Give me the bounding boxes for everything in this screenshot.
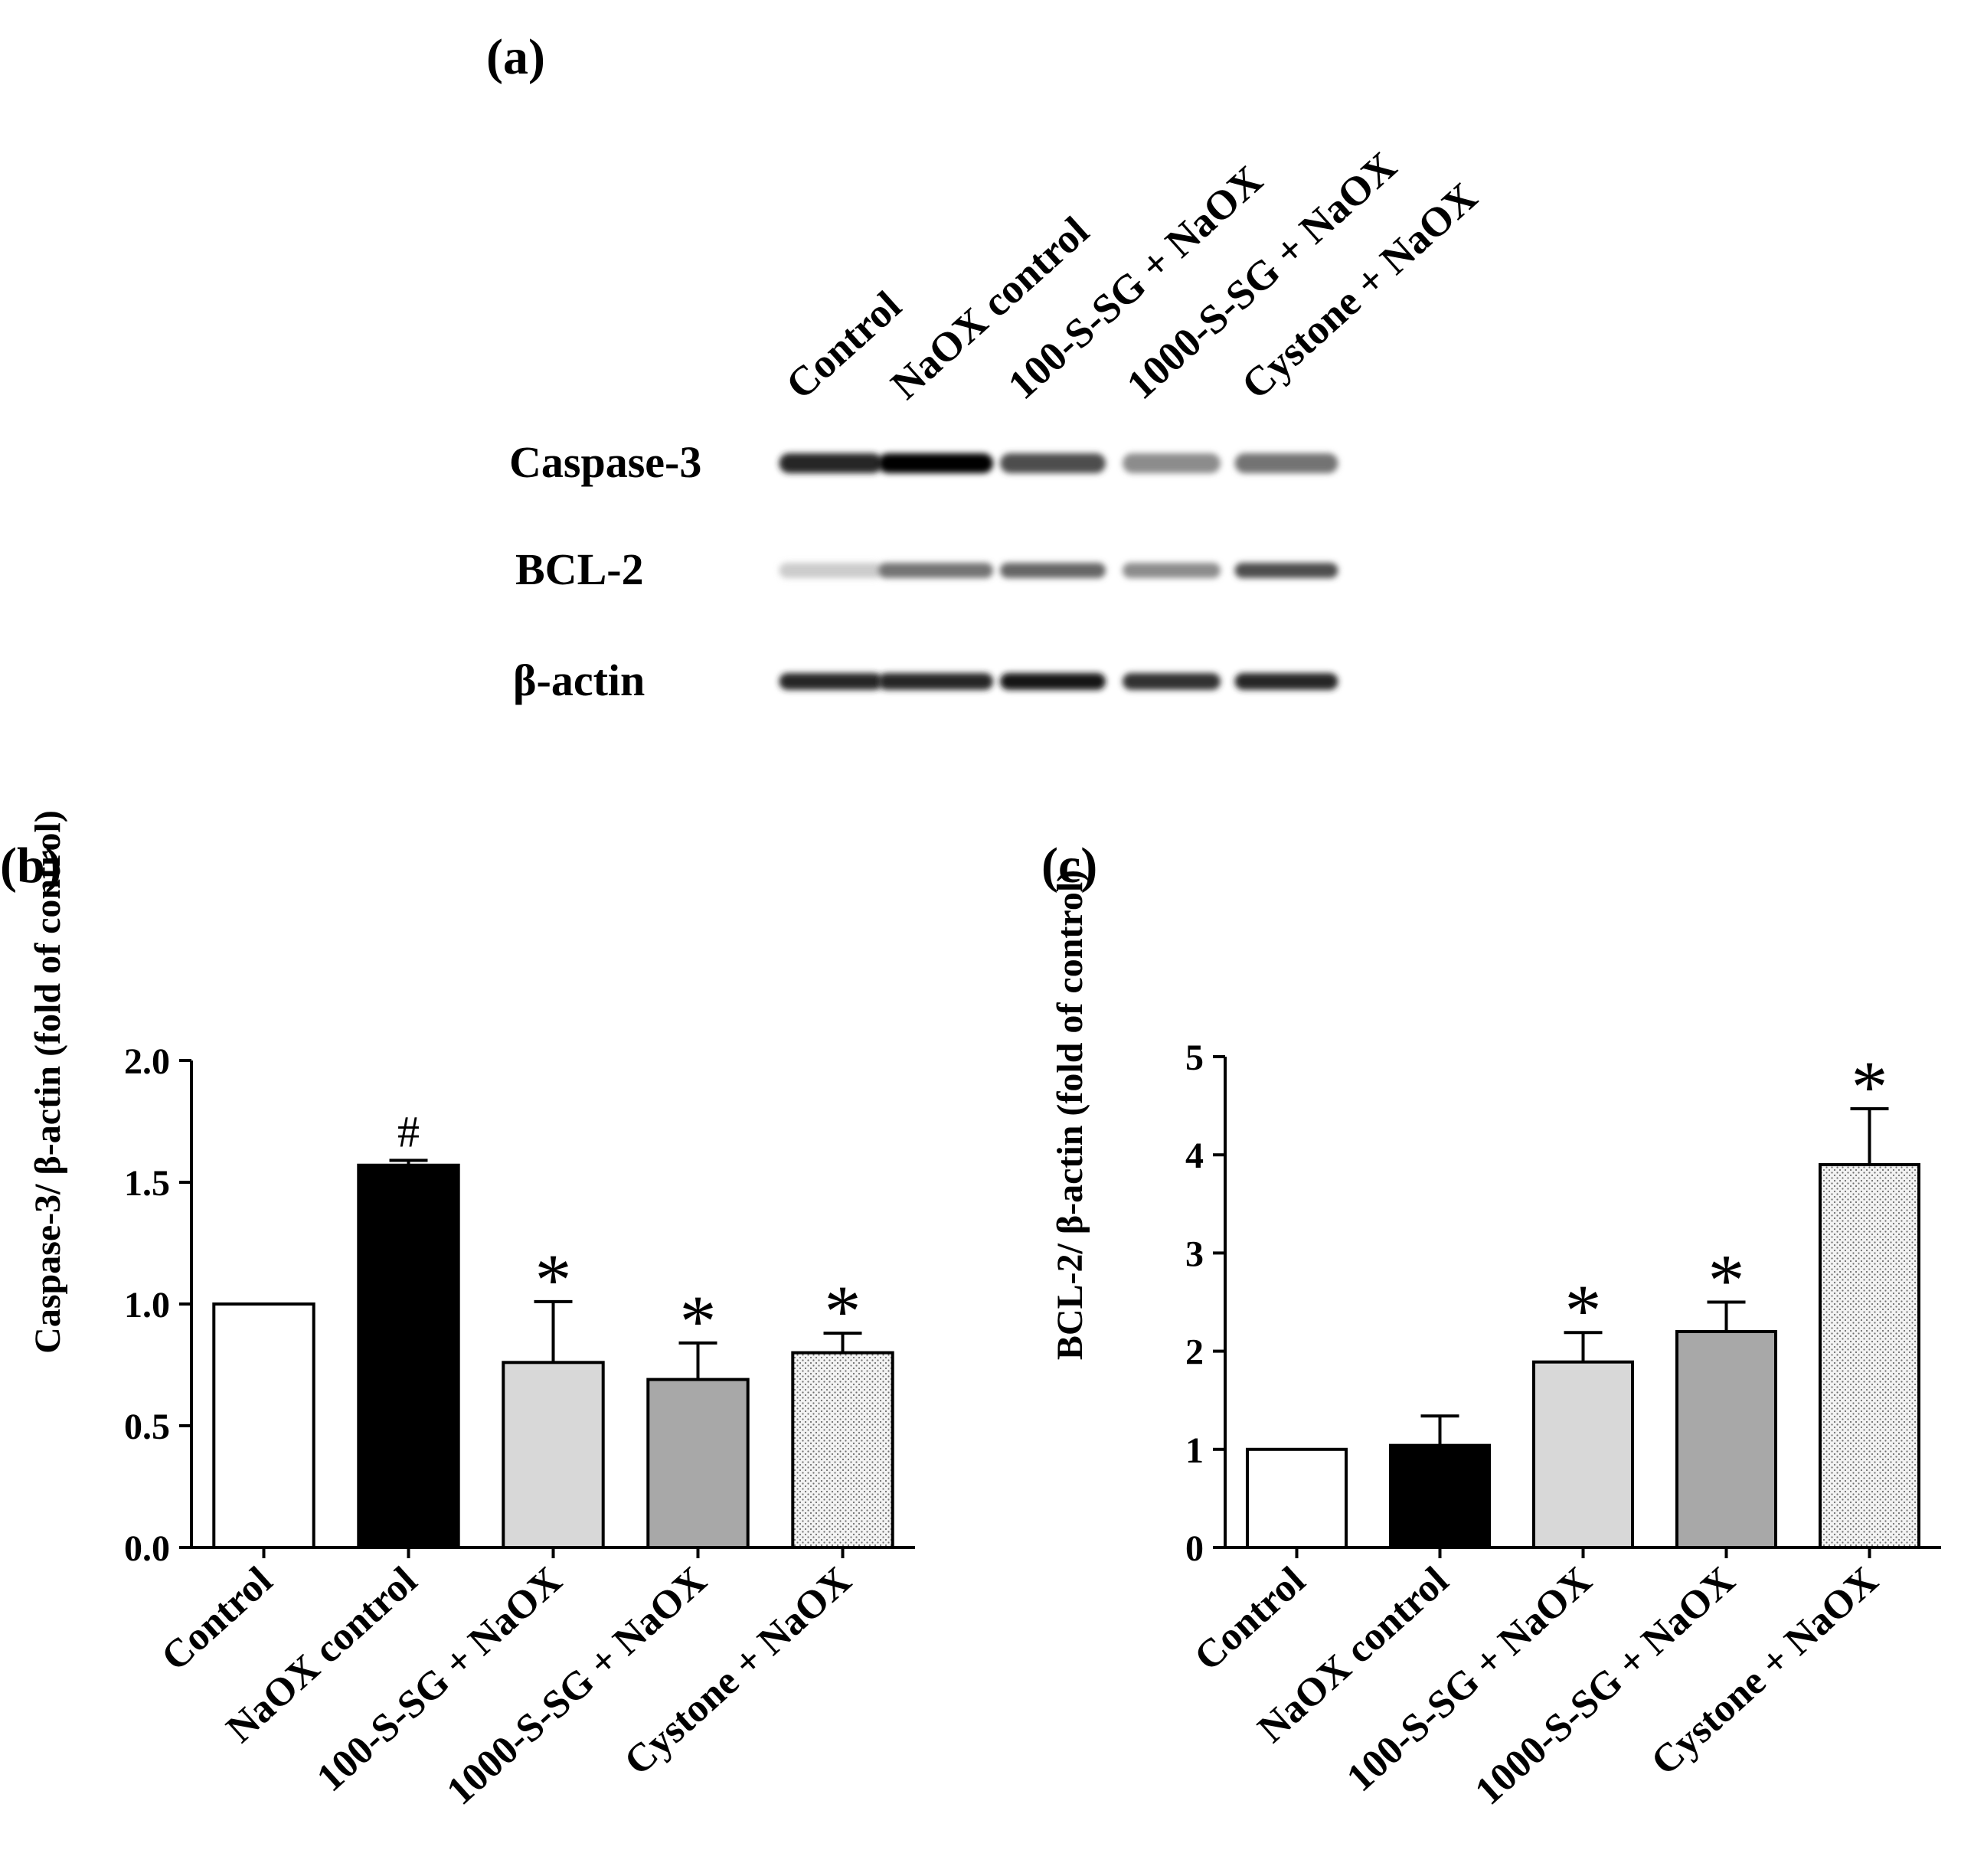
chart-c-y-ticks: 0 1 2 3 4 5 (1185, 1038, 1225, 1569)
x-tick-label: 100-S-SG + NaOX (1338, 1559, 1600, 1800)
chart-c-error-bars (1420, 1106, 1889, 1446)
y-tick-label: 0 (1185, 1528, 1204, 1569)
x-tick-label: Control (1186, 1559, 1313, 1680)
x-tick-label: 1000-S-SG + NaOX (439, 1559, 715, 1814)
blot-band (1123, 453, 1221, 473)
bar (1675, 1329, 1778, 1549)
blot-band (1000, 673, 1106, 690)
chart-c-annotations: * * * (1565, 1046, 1888, 1351)
chart-b-error-bars (389, 1159, 862, 1380)
significance-marker: * (1708, 1240, 1745, 1322)
x-tick-label: 1000-S-SG + NaOX (1467, 1559, 1744, 1814)
chart-c-axes (1224, 1057, 1941, 1558)
bar (212, 1302, 315, 1549)
chart-b-y-axis-label: Caspase-3/ β-actin (fold of control) (28, 810, 68, 1354)
significance-marker: * (825, 1270, 861, 1352)
blot-band (779, 563, 883, 578)
x-tick-label: 100-S-SG + NaOX (309, 1559, 570, 1800)
bar (791, 1351, 894, 1549)
bar (646, 1378, 750, 1549)
blot-band (878, 453, 993, 473)
significance-marker: * (535, 1239, 572, 1321)
blot-band (1000, 563, 1106, 578)
y-tick-label: 2 (1185, 1332, 1204, 1373)
y-tick-label: 0.0 (124, 1528, 170, 1569)
y-tick-label: 1.0 (124, 1285, 170, 1325)
y-tick-label: 5 (1185, 1038, 1204, 1078)
y-tick-label: 3 (1185, 1234, 1204, 1274)
panel-label-b: (b) (0, 838, 62, 894)
significance-marker: * (1852, 1046, 1888, 1128)
panel-label-c: (c) (1041, 838, 1097, 894)
y-tick-label: 0.5 (124, 1407, 170, 1447)
blot-band (1234, 563, 1338, 578)
chart-b-y-ticks: 0.0 0.5 1.0 1.5 2.0 (124, 1041, 191, 1569)
blot-rows: Caspase-3 BCL-2 β-actin (509, 437, 1338, 705)
y-tick-label: 2.0 (124, 1041, 170, 1082)
bar (357, 1163, 460, 1549)
blot-band (878, 673, 993, 690)
bar (1388, 1443, 1492, 1549)
chart-c-y-axis-label: BCL-2/ β-actin (fold of control) (1050, 870, 1090, 1360)
blot-band (1123, 673, 1221, 690)
blot-band (1234, 673, 1338, 690)
y-tick-label: 1.5 (124, 1163, 170, 1204)
chart-c-bars (1245, 1163, 1921, 1550)
chart-b-annotations: # * * * (397, 1106, 861, 1362)
blot-row-label: BCL-2 (515, 544, 644, 594)
blot-band (779, 453, 883, 473)
x-tick-label: Control (153, 1559, 280, 1680)
y-tick-label: 1 (1185, 1430, 1204, 1471)
blot-band (1234, 453, 1338, 473)
blot-band (1000, 453, 1106, 473)
significance-marker: # (397, 1106, 420, 1156)
bar (1245, 1447, 1348, 1550)
significance-marker: * (1565, 1270, 1602, 1351)
blot-band (1123, 563, 1221, 578)
blot-row-label: Caspase-3 (509, 437, 701, 487)
bar (1531, 1360, 1635, 1550)
bar (1818, 1163, 1921, 1550)
blot-band (779, 673, 883, 690)
bar (502, 1361, 605, 1549)
significance-marker: * (680, 1280, 717, 1362)
blot-lane-label: NaOX control (882, 208, 1097, 408)
panel-label-a: (a) (486, 29, 545, 85)
blot-lane-label: Control (777, 283, 910, 408)
blot-band (878, 563, 993, 578)
blot-row-label: β-actin (513, 655, 645, 705)
y-tick-label: 4 (1185, 1136, 1204, 1176)
chart-b-bars (212, 1163, 894, 1549)
